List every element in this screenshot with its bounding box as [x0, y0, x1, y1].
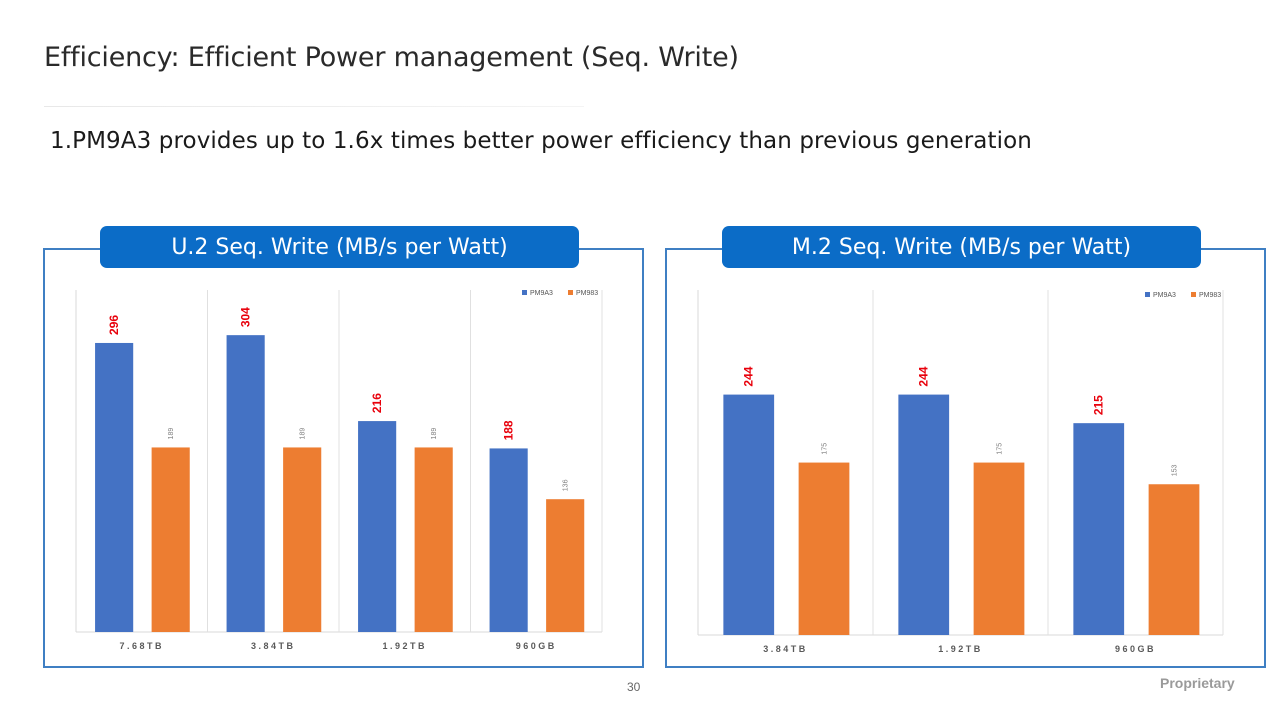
page-number: 30 [627, 680, 641, 694]
bar-pm983 [973, 462, 1025, 635]
data-label: 189 [168, 428, 175, 440]
category-label: 960GB [1115, 644, 1156, 654]
data-label: 244 [917, 366, 931, 386]
bar-pm9a3 [358, 421, 397, 632]
legend-swatch [522, 290, 527, 295]
data-label: 188 [502, 420, 516, 440]
legend-label: PM983 [1199, 292, 1221, 299]
u2-chart-panel [43, 248, 644, 668]
legend-swatch [1145, 292, 1150, 297]
data-label: 244 [742, 366, 756, 386]
data-label: 304 [239, 307, 253, 327]
slide-subtitle: 1.PM9A3 provides up to 1.6x times better… [50, 128, 1032, 154]
data-label: 189 [300, 428, 307, 440]
data-label: 215 [1092, 395, 1106, 415]
category-label: 1.92TB [382, 641, 427, 651]
bar-pm983 [546, 499, 585, 632]
bar-pm9a3 [226, 335, 265, 632]
legend-label: PM9A3 [530, 290, 553, 297]
bar-pm9a3 [95, 342, 134, 632]
bar-pm9a3 [898, 394, 950, 635]
data-label: 216 [370, 393, 384, 413]
bar-pm983 [151, 447, 190, 632]
bar-pm983 [283, 447, 322, 632]
slide-title: Efficiency: Efficient Power management (… [44, 42, 739, 73]
data-label: 189 [431, 428, 438, 440]
data-label: 175 [997, 443, 1004, 455]
legend-swatch [1191, 292, 1196, 297]
u2-chart-header: U.2 Seq. Write (MB/s per Watt) [100, 226, 579, 268]
data-label: 296 [107, 315, 121, 335]
data-label: 175 [822, 443, 829, 455]
bar-pm983 [798, 462, 850, 635]
bar-pm9a3 [489, 448, 528, 632]
legend-label: PM983 [576, 290, 598, 297]
category-label: 7.68TB [119, 641, 164, 651]
category-label: 1.92TB [938, 644, 983, 654]
bar-pm983 [414, 447, 453, 632]
data-label: 153 [1172, 464, 1179, 476]
u2-bar-chart: PM9A3 PM983 296 189 7.68TB 304 189 3.84TB 216 189… [75, 290, 603, 651]
category-label: 3.84TB [251, 641, 296, 651]
bar-pm9a3 [723, 394, 775, 635]
bar-pm983 [1148, 484, 1200, 635]
m2-bar-chart: PM9A3 PM983 244 175 3.84TB 244 175 1.92TB 215 153… [697, 290, 1224, 654]
legend-label: PM9A3 [1153, 292, 1176, 299]
proprietary-label: Proprietary [1160, 675, 1235, 691]
category-label: 960GB [516, 641, 557, 651]
bar-pm9a3 [1073, 423, 1125, 635]
data-label: 136 [563, 479, 570, 491]
title-divider [44, 106, 584, 107]
m2-chart-header: M.2 Seq. Write (MB/s per Watt) [722, 226, 1201, 268]
category-label: 3.84TB [763, 644, 808, 654]
legend-swatch [568, 290, 573, 295]
